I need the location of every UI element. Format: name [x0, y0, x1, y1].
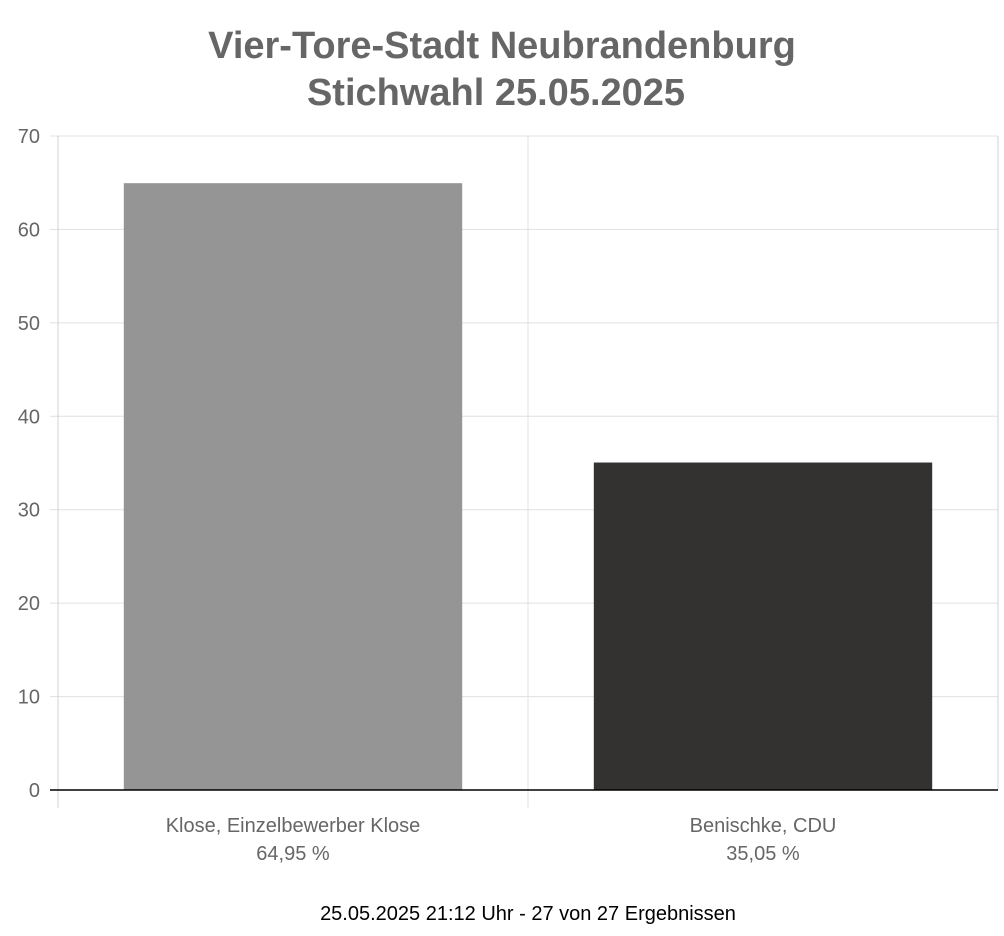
chart-title: Vier-Tore-Stadt Neubrandenburg Stichwahl…	[208, 25, 796, 114]
y-tick-label-0: 0	[29, 780, 40, 802]
y-axis-ticks: 0 10 20 30 40 50 60 70	[18, 126, 40, 802]
chart-footer-status: 25.05.2025 21:12 Uhr - 27 von 27 Ergebni…	[320, 903, 736, 925]
y-tick-label-70: 70	[18, 126, 40, 148]
x-category-label-0: Klose, Einzelbewerber Klose	[166, 815, 421, 837]
y-tick-label-30: 30	[18, 500, 40, 522]
bar-0	[123, 183, 463, 791]
bar-value-label-1: 35,05 %	[726, 843, 800, 865]
y-tick-label-60: 60	[18, 219, 40, 241]
bars	[50, 183, 998, 791]
bar-value-label-0: 64,95 %	[256, 843, 330, 865]
y-tick-label-50: 50	[18, 313, 40, 335]
y-tick-label-10: 10	[18, 687, 40, 709]
x-category-label-1: Benischke, CDU	[690, 815, 837, 837]
chart-title-line-2: Stichwahl 25.05.2025	[307, 72, 685, 114]
x-axis-category-labels: Klose, Einzelbewerber Klose 64,95 % Benisc…	[166, 815, 837, 865]
chart-title-line-1: Vier-Tore-Stadt Neubrandenburg	[208, 25, 796, 67]
bar-1	[593, 462, 933, 790]
y-tick-label-20: 20	[18, 593, 40, 615]
y-tick-label-40: 40	[18, 406, 40, 428]
